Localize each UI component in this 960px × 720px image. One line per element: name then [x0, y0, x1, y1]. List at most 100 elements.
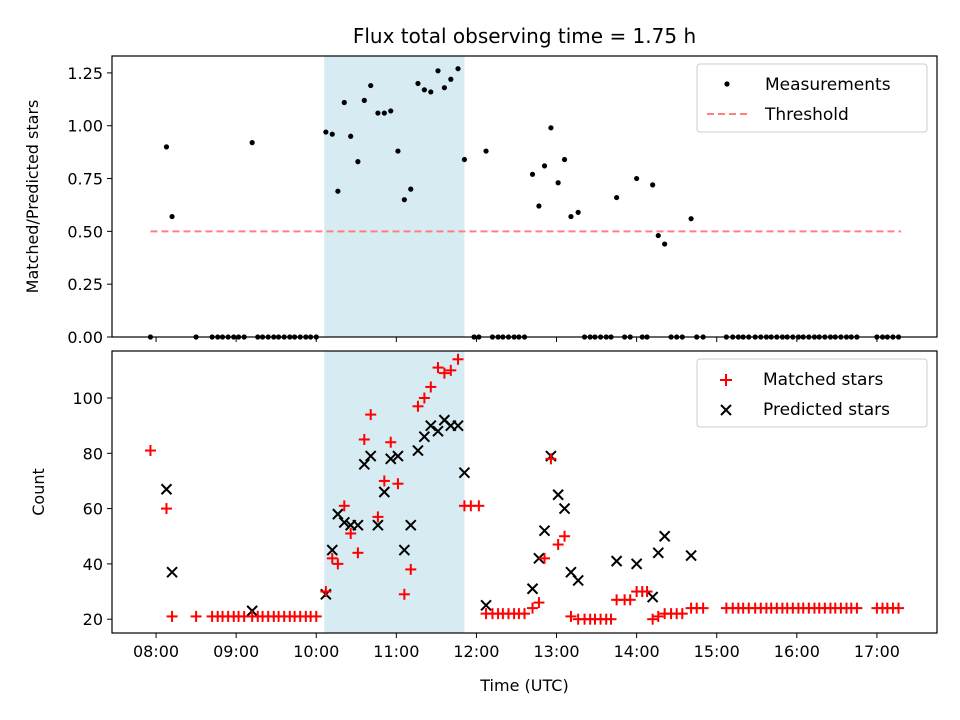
measurement-point — [536, 203, 542, 209]
predicted-point — [405, 519, 417, 531]
measurement-point — [348, 133, 354, 139]
matched-point — [559, 530, 571, 542]
measurement-point — [548, 125, 554, 131]
measurement-point — [375, 110, 381, 116]
matched-point — [345, 527, 357, 539]
measurement-point — [529, 171, 536, 177]
matched-point — [697, 602, 709, 614]
top-y-axis: 0.00 0.25 0.50 0.75 1.00 1.25 — [67, 64, 112, 347]
top-ytick-label: 1.00 — [67, 117, 103, 136]
xtick-label: 11:00 — [373, 642, 419, 661]
measurement-point — [381, 110, 387, 116]
measurement-point — [662, 241, 668, 247]
xtick-label: 14:00 — [614, 642, 660, 661]
matched-point — [338, 500, 350, 512]
matched-point — [352, 547, 364, 559]
matched-point — [365, 409, 377, 421]
matched-point — [647, 613, 659, 625]
xtick-label: 16:00 — [774, 642, 820, 661]
predicted-point — [552, 489, 564, 501]
predicted-point — [338, 516, 350, 529]
predicted-point — [558, 502, 571, 515]
top-legend-box — [696, 63, 928, 133]
measurement-point — [441, 85, 448, 91]
measurement-point — [335, 188, 341, 194]
bottom-panel: 20 40 60 80 100 08:00 09:00 10:00 11:00 12:00 13:… — [29, 350, 938, 661]
predicted-point — [480, 599, 492, 612]
matched-point — [358, 433, 370, 445]
measurement-point — [634, 175, 640, 182]
measurement-point — [249, 140, 255, 146]
measurement-point — [483, 148, 489, 154]
predicted-point — [432, 425, 444, 437]
predicted-point — [452, 419, 464, 432]
predicted-point — [538, 524, 551, 537]
matched-point — [893, 602, 905, 614]
measurement-point — [448, 76, 454, 82]
measurement-point — [688, 216, 694, 222]
predicted-point — [610, 555, 623, 567]
measurement-point — [368, 82, 374, 89]
measurement-point — [575, 209, 581, 215]
measurement-point — [461, 156, 468, 163]
bottom-predicted-layer — [160, 414, 697, 617]
predicted-point — [685, 549, 697, 562]
matched-point — [412, 400, 424, 412]
top-panel: 0.00 0.25 0.50 0.75 1.00 1.25 Matched/Predict… — [23, 55, 938, 347]
measurement-point — [555, 180, 561, 186]
matched-point — [166, 610, 178, 622]
matched-point — [438, 367, 450, 379]
bottom-ytick-label: 60 — [83, 500, 103, 519]
measurement-point — [361, 97, 367, 103]
matched-point — [432, 362, 444, 374]
matched-point — [160, 503, 172, 515]
bottom-y-axis: 20 40 60 80 100 — [72, 389, 112, 629]
xtick-label: 17:00 — [854, 642, 900, 661]
top-y-axis-label: Matched/Predicted stars — [23, 100, 42, 294]
measurement-point — [408, 186, 414, 192]
bottom-ytick-label: 100 — [72, 389, 103, 408]
top-ytick-label: 0.25 — [67, 275, 103, 294]
measurement-point — [341, 99, 347, 106]
measurement-point — [455, 66, 461, 72]
predicted-point — [392, 450, 404, 462]
measurement-point — [435, 68, 441, 74]
bottom-y-axis-label: Count — [29, 468, 48, 516]
xtick-label: 13:00 — [533, 642, 579, 661]
measurement-point — [428, 89, 434, 95]
predicted-point — [378, 486, 391, 498]
xtick-label: 10:00 — [293, 642, 339, 661]
matched-point — [405, 563, 417, 575]
top-x-ticks — [155, 337, 878, 342]
xtick-label: 15:00 — [694, 642, 740, 661]
matched-point — [533, 597, 545, 609]
bottom-ytick-label: 80 — [83, 444, 103, 463]
measurement-point — [169, 213, 175, 220]
predicted-point — [385, 453, 397, 465]
predicted-point — [160, 483, 173, 495]
matched-point — [552, 539, 564, 551]
top-ytick-label: 1.25 — [67, 64, 103, 83]
matched-point — [385, 436, 397, 448]
matched-point — [310, 610, 322, 622]
matched-point — [398, 588, 410, 600]
top-legend: Measurements Threshold — [696, 63, 928, 133]
matched-point — [605, 613, 617, 625]
measurement-point — [655, 232, 661, 239]
matched-point — [519, 608, 530, 620]
matched-point — [372, 511, 384, 523]
measurement-point — [421, 87, 427, 93]
bottom-axes-frame — [111, 350, 938, 634]
bottom-legend-box — [696, 358, 928, 428]
measurement-point — [388, 108, 394, 114]
top-ytick-label: 0.00 — [67, 328, 103, 347]
matched-point — [652, 610, 664, 622]
top-shaded-interval — [324, 56, 465, 337]
matched-point — [676, 608, 688, 620]
measurement-point — [323, 129, 329, 135]
chart-title: Flux total observing time = 1.75 h — [353, 24, 696, 48]
measurement-point — [614, 194, 620, 201]
matched-point — [418, 392, 430, 404]
predicted-point — [246, 605, 258, 617]
